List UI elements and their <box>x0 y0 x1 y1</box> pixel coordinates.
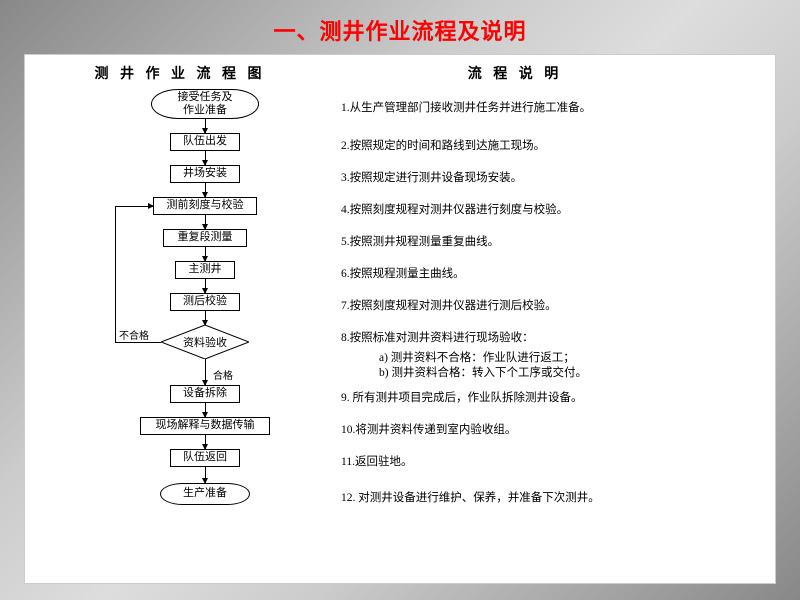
desc-text: 将测井资料传递到室内验收组。 <box>355 424 516 436</box>
desc-number: 8. <box>341 332 350 344</box>
flow-arrow <box>205 215 206 229</box>
flow-arrow <box>205 311 206 325</box>
desc-number: 11. <box>341 456 355 468</box>
flow-node-process: 井场安装 <box>170 165 240 183</box>
description-item: 12. 对测井设备进行维护、保养，并准备下次测井。 <box>341 491 765 511</box>
flow-node-label: 资料验收 <box>161 325 249 359</box>
description-item: 6.按照规程测量主曲线。 <box>341 267 765 287</box>
flow-node-process: 队伍出发 <box>170 133 240 151</box>
feedback-line <box>115 342 161 343</box>
desc-subitem: b) 测井资料合格：转入下个工序或交付。 <box>341 366 765 382</box>
desc-number: 7. <box>341 300 350 312</box>
flowchart-area: 接受任务及作业准备队伍出发井场安装测前刻度与校验重复段测量主测井测后校验资料验收… <box>25 85 335 581</box>
desc-number: 9. <box>341 392 350 404</box>
desc-number: 6. <box>341 268 350 280</box>
desc-number: 1. <box>341 102 350 114</box>
desc-number: 2. <box>341 140 350 152</box>
edge-label: 不合格 <box>119 327 149 342</box>
description-item: 5.按照测井规程测量重复曲线。 <box>341 235 765 255</box>
flow-node-terminal: 接受任务及作业准备 <box>151 89 259 119</box>
description-area: 1.从生产管理部门接收测井任务并进行施工准备。 2.按照规定的时间和路线到达施工现… <box>341 91 765 581</box>
desc-text: 从生产管理部门接收测井任务并进行施工准备。 <box>350 102 592 114</box>
edge-label: 合格 <box>213 367 233 382</box>
desc-number: 10. <box>341 424 355 436</box>
flow-node-process: 设备拆除 <box>170 385 240 403</box>
description-item: 11.返回驻地。 <box>341 455 765 475</box>
desc-text: 按照规定的时间和路线到达施工现场。 <box>350 140 546 152</box>
desc-number: 4. <box>341 204 350 216</box>
flow-node-process: 现场解释与数据传输 <box>140 417 270 435</box>
flow-node-process: 重复段测量 <box>163 229 247 247</box>
flow-arrow <box>205 403 206 417</box>
description-item: 8.按照标准对测井资料进行现场验收： a) 测井资料不合格：作业队进行返工；b) … <box>341 331 765 382</box>
desc-subitem: a) 测井资料不合格：作业队进行返工； <box>341 351 765 367</box>
description-item: 3.按照规定进行测井设备现场安装。 <box>341 171 765 191</box>
description-item: 4.按照刻度规程对测井仪器进行刻度与校验。 <box>341 203 765 223</box>
right-column-header: 流 程 说 明 <box>335 63 775 83</box>
desc-number: 12. <box>341 492 355 504</box>
title-text: 一、测井作业流程及说明 <box>0 14 800 46</box>
flow-arrow <box>205 359 206 385</box>
flow-node-terminal: 生产准备 <box>160 483 250 505</box>
left-column-header: 测 井 作 业 流 程 图 <box>25 63 335 83</box>
description-item: 10.将测井资料传递到室内验收组。 <box>341 423 765 443</box>
flowchart-panel: 测 井 作 业 流 程 图 流 程 说 明 接受任务及作业准备队伍出发井场安装测… <box>24 54 776 584</box>
desc-text: 按照标准对测井资料进行现场验收： <box>350 332 534 344</box>
flow-node-process: 队伍返回 <box>170 449 240 467</box>
desc-text: 按照刻度规程对测井仪器进行刻度与校验。 <box>350 204 569 216</box>
desc-text: 返回驻地。 <box>355 456 413 468</box>
desc-number: 5. <box>341 236 350 248</box>
page-title: 一、测井作业流程及说明 <box>0 0 800 54</box>
desc-text: 按照规程测量主曲线。 <box>350 268 465 280</box>
flow-arrow <box>205 183 206 197</box>
desc-text: 按照规定进行测井设备现场安装。 <box>350 172 523 184</box>
desc-text: 按照刻度规程对测井仪器进行测后校验。 <box>350 300 557 312</box>
description-item: 9. 所有测井项目完成后，作业队拆除测井设备。 <box>341 391 765 411</box>
desc-text: 按照测井规程测量重复曲线。 <box>350 236 500 248</box>
flow-arrow <box>205 279 206 293</box>
feedback-line <box>115 206 116 342</box>
desc-text: 对测井设备进行维护、保养，并准备下次测井。 <box>355 492 599 504</box>
column-headers: 测 井 作 业 流 程 图 流 程 说 明 <box>25 55 775 87</box>
flow-node-process: 测后校验 <box>170 293 240 311</box>
desc-number: 3. <box>341 172 350 184</box>
feedback-arrow <box>115 206 153 207</box>
flow-node-process: 测前刻度与校验 <box>153 197 257 215</box>
description-item: 1.从生产管理部门接收测井任务并进行施工准备。 <box>341 101 765 121</box>
desc-text: 所有测井项目完成后，作业队拆除测井设备。 <box>350 392 583 404</box>
flow-node-decision: 资料验收 <box>161 325 249 359</box>
flow-arrow <box>205 435 206 449</box>
flow-arrow <box>205 247 206 261</box>
flow-arrow <box>205 467 206 483</box>
flow-arrow <box>205 151 206 165</box>
description-item: 2.按照规定的时间和路线到达施工现场。 <box>341 139 765 159</box>
description-item: 7.按照刻度规程对测井仪器进行测后校验。 <box>341 299 765 319</box>
flow-node-process: 主测井 <box>175 261 235 279</box>
flow-arrow <box>205 119 206 133</box>
